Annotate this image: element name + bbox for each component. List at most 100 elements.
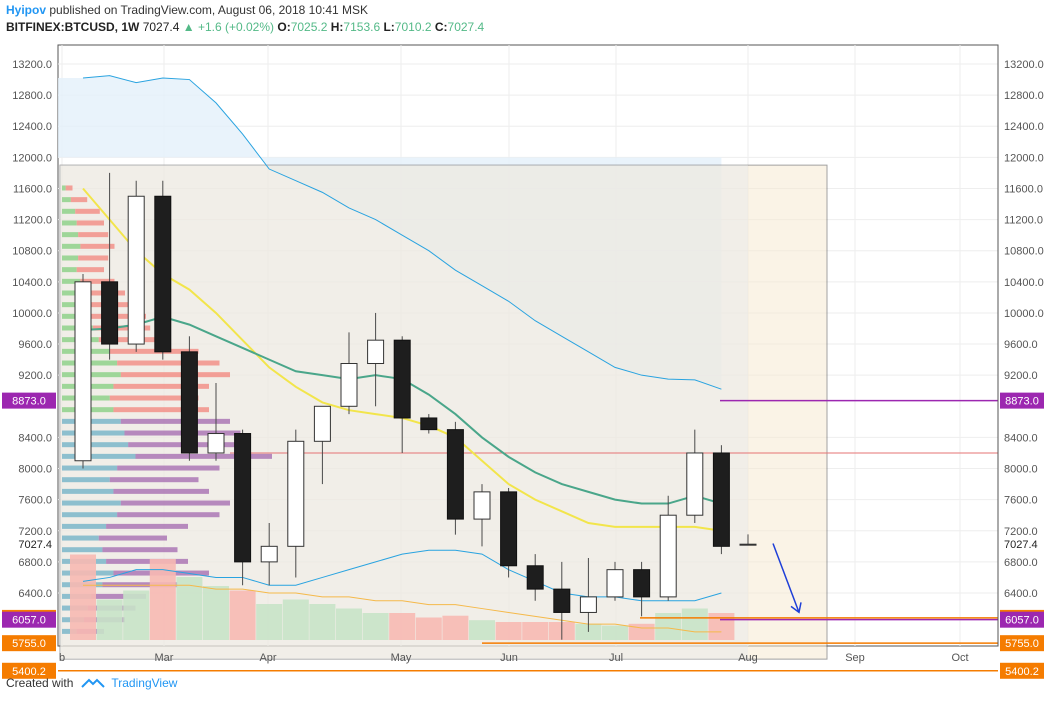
volume-profile-bar bbox=[62, 278, 81, 284]
volume-bar bbox=[203, 586, 229, 640]
candle-up bbox=[367, 339, 385, 365]
volume-profile-bar bbox=[120, 372, 230, 378]
volume-profile-bar bbox=[76, 267, 104, 273]
y-tick-left: 9200.0 bbox=[18, 370, 52, 382]
volume-bar bbox=[575, 623, 602, 640]
volume-bar bbox=[149, 559, 176, 640]
y-tick-right: 13200.0 bbox=[1004, 59, 1044, 71]
volume-profile-bar bbox=[91, 593, 146, 599]
level-label-right-4 bbox=[1000, 635, 1044, 652]
volume-profile-bar bbox=[62, 442, 129, 448]
volume-profile-bar bbox=[78, 232, 109, 238]
candle-up bbox=[606, 569, 624, 598]
volume-profile-bar bbox=[120, 418, 230, 424]
created-with-text: Created with bbox=[6, 676, 74, 690]
volume-profile-bar bbox=[62, 220, 77, 226]
change-text: +1.6 (+0.02%) bbox=[197, 20, 275, 34]
candle-up bbox=[473, 491, 491, 520]
open-value: 7025.2 bbox=[290, 20, 328, 34]
volume-bar bbox=[96, 599, 123, 640]
y-tick-left: 9600.0 bbox=[18, 339, 52, 351]
publish-line: Hyipov published on TradingView.com, Aug… bbox=[6, 2, 484, 19]
candle-down bbox=[101, 281, 119, 345]
y-tick-left: 7200.0 bbox=[18, 526, 52, 538]
down-arrow-head bbox=[790, 602, 802, 614]
y-tick-right: 8400.0 bbox=[1004, 432, 1038, 444]
level-label-right-3 bbox=[1000, 611, 1044, 628]
volume-profile-bar bbox=[113, 383, 209, 389]
candle-down bbox=[420, 417, 438, 431]
tradingview-brand-link[interactable]: TradingView bbox=[111, 676, 178, 690]
volume-profile-bar bbox=[62, 430, 125, 436]
volume-bar bbox=[389, 613, 416, 640]
volume-profile-bar bbox=[106, 523, 188, 529]
ma-orange-line bbox=[83, 584, 722, 633]
author-name[interactable]: Hyipov bbox=[6, 3, 47, 17]
candle-down bbox=[633, 569, 651, 598]
low-value: 7010.2 bbox=[394, 20, 432, 34]
candle-up bbox=[686, 452, 704, 516]
volume-bar bbox=[256, 604, 283, 640]
level-label-right-0 bbox=[1000, 392, 1044, 409]
candle-up bbox=[260, 545, 278, 563]
level-label-left-3 bbox=[2, 611, 56, 628]
chart-footer: Created with TradingView bbox=[6, 676, 177, 690]
y-tick-right: 11200.0 bbox=[1004, 215, 1043, 227]
candle-down bbox=[154, 195, 172, 353]
candle-up bbox=[207, 433, 225, 454]
volume-profile-bar bbox=[78, 255, 109, 261]
y-tick-right: 6800.0 bbox=[1004, 557, 1038, 569]
volume-bar bbox=[522, 622, 549, 640]
volume-bar bbox=[469, 620, 495, 640]
volume-profile-bar bbox=[62, 255, 79, 261]
candle-up bbox=[739, 543, 757, 546]
volume-bar bbox=[602, 625, 628, 640]
volume-bar bbox=[655, 613, 682, 640]
volume-profile-bar bbox=[62, 500, 121, 506]
level-label-left-0 bbox=[2, 392, 56, 409]
volume-profile-bar bbox=[113, 407, 209, 413]
volume-profile-bar bbox=[62, 197, 71, 203]
candle-up bbox=[340, 363, 358, 407]
volume-profile-bar bbox=[62, 547, 103, 553]
chart-header: Hyipov published on TradingView.com, Aug… bbox=[6, 2, 484, 36]
volume-bar bbox=[309, 604, 336, 640]
y-tick-left: 7600.0 bbox=[18, 495, 52, 507]
level-label-text-left: 5755.0 bbox=[12, 638, 46, 650]
y-tick-right: 10000.0 bbox=[1004, 308, 1044, 320]
volume-profile-bar bbox=[62, 267, 77, 273]
volume-profile-bar bbox=[117, 465, 220, 471]
volume-bar bbox=[495, 622, 522, 640]
volume-profile-bar bbox=[62, 290, 85, 296]
y-tick-left: 8400.0 bbox=[18, 432, 52, 444]
level-label-left-5 bbox=[2, 662, 56, 679]
candle-up bbox=[127, 195, 145, 345]
volume-bar bbox=[708, 613, 735, 640]
last-price: 7027.4 bbox=[142, 20, 180, 34]
x-tick-label: b bbox=[59, 652, 65, 664]
candle-down bbox=[446, 429, 464, 520]
high-label: H: bbox=[330, 20, 344, 34]
volume-profile-bar bbox=[76, 220, 104, 226]
volume-profile-bar bbox=[98, 535, 167, 541]
level-label-text-right: 8873.0 bbox=[1005, 396, 1039, 408]
open-label: O: bbox=[277, 20, 291, 34]
candle-down bbox=[712, 452, 730, 547]
volume-profile-bar bbox=[117, 360, 220, 366]
y-tick-right: 7200.0 bbox=[1004, 526, 1038, 538]
candle-down bbox=[234, 433, 252, 563]
level-label-left-4 bbox=[2, 635, 56, 652]
y-tick-right: 8000.0 bbox=[1004, 464, 1038, 476]
volume-profile-bar bbox=[62, 628, 77, 634]
x-tick-label: Oct bbox=[951, 652, 968, 664]
volume-profile-bar bbox=[62, 185, 66, 191]
x-tick-label: Aug bbox=[738, 652, 758, 664]
level-label-text-right: 6057.0 bbox=[1005, 615, 1039, 627]
volume-bar bbox=[176, 577, 203, 640]
y-tick-left: 11200.0 bbox=[13, 215, 52, 227]
published-text: published on TradingView.com, August 06,… bbox=[49, 3, 369, 17]
volume-bar bbox=[442, 615, 469, 640]
candle-down bbox=[393, 339, 411, 419]
y-tick-left: 13200.0 bbox=[12, 59, 52, 71]
